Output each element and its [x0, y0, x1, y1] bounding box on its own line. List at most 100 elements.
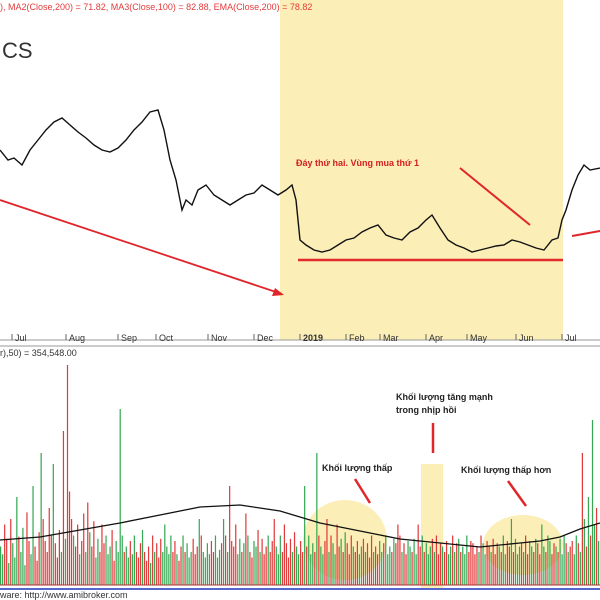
- volume-bar: [466, 535, 468, 585]
- volume-bar: [202, 552, 204, 585]
- volume-bar: [36, 560, 38, 585]
- x-tick-label: Nov: [211, 333, 228, 343]
- x-tick-label: Apr: [429, 333, 443, 343]
- volume-bar: [168, 554, 170, 585]
- volume-bar: [237, 554, 239, 585]
- volume-bar: [318, 535, 320, 585]
- volume-bar: [216, 557, 219, 585]
- x-axis: Jul Aug Sep Oct Nov Dec 2019 Feb Mar Apr May Jun Jul: [11, 333, 577, 343]
- volume-bar: [54, 543, 56, 585]
- volume-bar: [447, 554, 450, 585]
- volume-bar: [200, 535, 202, 585]
- volume-bar: [285, 543, 288, 585]
- volume-bar: [269, 552, 271, 585]
- volume-bar: [137, 557, 140, 585]
- volume-bar: [415, 554, 417, 585]
- volume-bar: [190, 552, 192, 585]
- volume-bar: [520, 543, 523, 585]
- volume-bar: [533, 552, 535, 585]
- volume-bar: [340, 538, 342, 585]
- x-tick-label: Feb: [349, 333, 365, 343]
- x-tick-label: Jul: [565, 333, 577, 343]
- volume-bar: [423, 552, 425, 585]
- volume-bar: [334, 554, 336, 585]
- volume-bar: [26, 512, 28, 585]
- x-tick-label: Dec: [257, 333, 274, 343]
- volume-bar: [150, 563, 152, 585]
- volume-bar: [462, 546, 464, 585]
- volume-bar: [77, 524, 79, 585]
- price-series-line: [0, 109, 600, 253]
- volume-bar: [324, 541, 326, 585]
- volume-bar: [28, 541, 30, 585]
- volume-bar: [531, 546, 533, 585]
- volume-bar: [492, 538, 494, 585]
- volume-bar: [0, 546, 2, 585]
- volume-bar: [160, 538, 162, 585]
- volume-bar: [346, 543, 348, 585]
- symbol-label: CS: [2, 38, 33, 63]
- volume-bar: [510, 519, 513, 585]
- volume-bar: [597, 541, 600, 585]
- volume-bar: [409, 546, 411, 585]
- volume-bar: [79, 554, 81, 585]
- volume-bar: [239, 538, 241, 585]
- volume-bar: [312, 543, 314, 585]
- volume-bar: [105, 535, 107, 585]
- volume-bar: [279, 535, 281, 585]
- volume-bar: [585, 546, 588, 585]
- volume-bar: [204, 557, 206, 585]
- volume-bar: [83, 513, 85, 585]
- volume-bar: [571, 541, 573, 585]
- volume-bar: [425, 543, 427, 585]
- volume-bar: [206, 543, 208, 585]
- volume-bar: [470, 541, 472, 585]
- volume-bar: [494, 554, 496, 585]
- volume-bar: [405, 554, 407, 585]
- volume-bar: [297, 554, 300, 585]
- volume-bar: [354, 552, 356, 585]
- volume-bar: [24, 565, 26, 585]
- volume-bar: [514, 538, 517, 585]
- volume-bar: [549, 541, 551, 585]
- volume-bar: [135, 552, 138, 585]
- volume-bar: [421, 535, 423, 585]
- volume-bar: [486, 541, 488, 585]
- volume-bar: [433, 552, 435, 585]
- volume-bar: [547, 535, 549, 585]
- volume-bar: [427, 554, 429, 585]
- volume-bar: [364, 552, 367, 585]
- volume-bar: [356, 541, 358, 585]
- volume-bar: [267, 535, 269, 585]
- volume-bar: [212, 552, 215, 585]
- volume-bar: [119, 409, 121, 585]
- volume-bar: [352, 546, 354, 585]
- volume-bar: [243, 543, 245, 585]
- volume-bar: [97, 538, 99, 585]
- volume-bar: [344, 532, 346, 585]
- volume-bar: [194, 554, 196, 585]
- volume-bar: [358, 554, 360, 585]
- volume-bar: [326, 519, 328, 585]
- footer-text: ware: http://www.amibroker.com: [0, 590, 128, 600]
- volume-bar: [145, 560, 148, 585]
- volume-bar: [101, 524, 103, 585]
- volume-bar: [103, 543, 105, 585]
- volume-bar: [587, 497, 590, 585]
- volume-bar: [419, 546, 421, 585]
- volume-bar: [476, 546, 478, 585]
- volume-bar: [306, 546, 308, 585]
- volume-bar: [439, 543, 442, 585]
- volume-bar: [527, 554, 529, 585]
- volume-bar: [281, 552, 283, 585]
- volume-bar: [300, 541, 302, 585]
- volume-bar: [249, 552, 251, 585]
- volume-bar: [293, 532, 296, 585]
- volume-bar: [275, 546, 277, 585]
- volume-bar: [52, 464, 54, 585]
- volume-bar: [186, 543, 188, 585]
- volume-bar: [322, 554, 324, 585]
- volume-bar: [107, 554, 109, 585]
- volume-bar: [64, 538, 67, 585]
